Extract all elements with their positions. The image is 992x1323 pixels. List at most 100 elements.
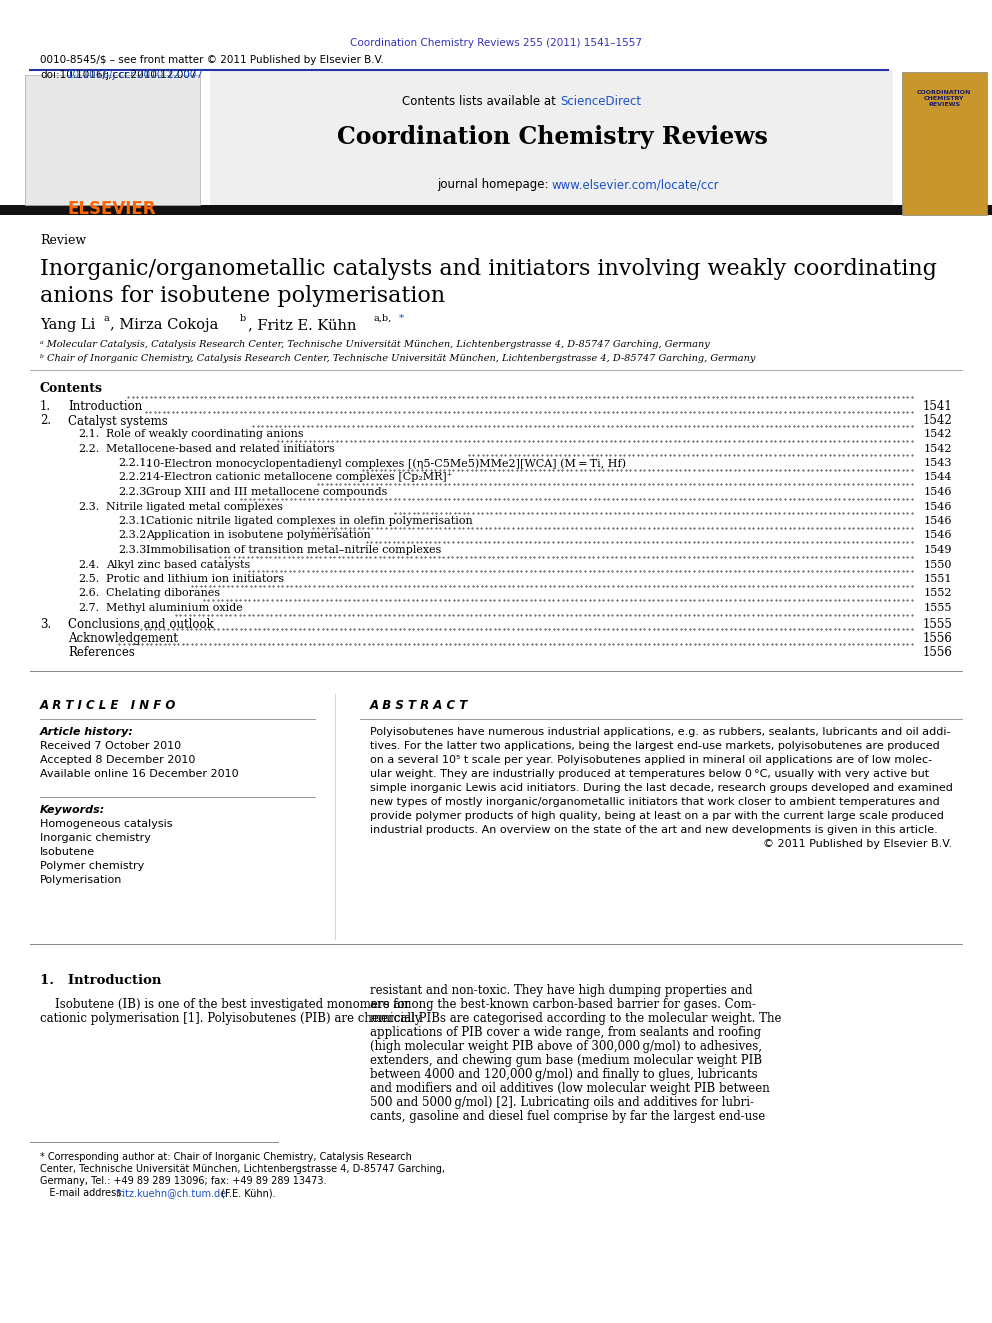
Text: Role of weakly coordinating anions: Role of weakly coordinating anions xyxy=(106,429,304,439)
Text: tives. For the latter two applications, being the largest end-use markets, polyi: tives. For the latter two applications, … xyxy=(370,741,939,751)
Text: 2.5.: 2.5. xyxy=(78,574,99,583)
Text: (high molecular weight PIB above of 300,000 g/mol) to adhesives,: (high molecular weight PIB above of 300,… xyxy=(370,1040,762,1053)
Text: 500 and 5000 g/mol) [2]. Lubricating oils and additives for lubri-: 500 and 5000 g/mol) [2]. Lubricating oil… xyxy=(370,1095,754,1109)
Text: Immobilisation of transition metal–nitrile complexes: Immobilisation of transition metal–nitri… xyxy=(146,545,441,556)
Text: Accepted 8 December 2010: Accepted 8 December 2010 xyxy=(40,755,195,765)
Text: Available online 16 December 2010: Available online 16 December 2010 xyxy=(40,769,239,779)
Text: 2.7.: 2.7. xyxy=(78,603,99,613)
Text: b: b xyxy=(240,314,246,323)
Text: * Corresponding author at: Chair of Inorganic Chemistry, Catalysis Research: * Corresponding author at: Chair of Inor… xyxy=(40,1152,412,1162)
Text: Coordination Chemistry Reviews 255 (2011) 1541–1557: Coordination Chemistry Reviews 255 (2011… xyxy=(350,38,642,48)
Text: Methyl aluminium oxide: Methyl aluminium oxide xyxy=(106,603,243,613)
Text: Nitrile ligated metal complexes: Nitrile ligated metal complexes xyxy=(106,501,283,512)
Text: 1549: 1549 xyxy=(924,545,952,556)
Text: journal homepage:: journal homepage: xyxy=(436,179,552,191)
Text: 2.6.: 2.6. xyxy=(78,589,99,598)
Text: on a several 10⁵ t scale per year. Polyisobutenes applied in mineral oil applica: on a several 10⁵ t scale per year. Polyi… xyxy=(370,755,932,765)
Text: Homogeneous catalysis: Homogeneous catalysis xyxy=(40,819,173,830)
Text: 2.1.: 2.1. xyxy=(78,429,99,439)
Text: mercial PIBs are categorised according to the molecular weight. The: mercial PIBs are categorised according t… xyxy=(370,1012,782,1025)
Text: Alkyl zinc based catalysts: Alkyl zinc based catalysts xyxy=(106,560,250,569)
Bar xyxy=(210,70,893,210)
Text: Isobutene: Isobutene xyxy=(40,847,95,857)
Text: doi:10.1016/j.ccr.2010.12.007: doi:10.1016/j.ccr.2010.12.007 xyxy=(40,70,196,79)
Text: 1556: 1556 xyxy=(923,647,952,659)
Text: 2.3.: 2.3. xyxy=(78,501,99,512)
Text: 2.2.: 2.2. xyxy=(78,443,99,454)
Text: 2.2.2.: 2.2.2. xyxy=(118,472,150,483)
Text: new types of mostly inorganic/organometallic initiators that work closer to ambi: new types of mostly inorganic/organometa… xyxy=(370,796,939,807)
Bar xyxy=(25,75,200,205)
Text: Inorganic chemistry: Inorganic chemistry xyxy=(40,833,151,843)
Text: 1546: 1546 xyxy=(924,531,952,541)
Text: ELSEVIER: ELSEVIER xyxy=(67,200,157,218)
Text: Contents lists available at: Contents lists available at xyxy=(403,95,560,108)
Text: a: a xyxy=(104,314,110,323)
Text: 1551: 1551 xyxy=(924,574,952,583)
Text: Article history:: Article history: xyxy=(40,728,134,737)
Text: Group XIII and III metallocene compounds: Group XIII and III metallocene compounds xyxy=(146,487,387,497)
Text: ᵇ Chair of Inorganic Chemistry, Catalysis Research Center, Technische Universitä: ᵇ Chair of Inorganic Chemistry, Catalysi… xyxy=(40,355,755,363)
Text: Isobutene (IB) is one of the best investigated monomers for: Isobutene (IB) is one of the best invest… xyxy=(40,998,411,1011)
Text: Polymerisation: Polymerisation xyxy=(40,875,122,885)
Text: Received 7 October 2010: Received 7 October 2010 xyxy=(40,741,182,751)
Text: Chelating diboranes: Chelating diboranes xyxy=(106,589,220,598)
Text: Cationic nitrile ligated complexes in olefin polymerisation: Cationic nitrile ligated complexes in ol… xyxy=(146,516,473,527)
Text: References: References xyxy=(68,647,135,659)
Text: applications of PIB cover a wide range, from sealants and roofing: applications of PIB cover a wide range, … xyxy=(370,1027,761,1039)
Text: 1552: 1552 xyxy=(924,589,952,598)
Text: Yang Li: Yang Li xyxy=(40,318,95,332)
Text: Application in isobutene polymerisation: Application in isobutene polymerisation xyxy=(146,531,371,541)
Text: Polyisobutenes have numerous industrial applications, e.g. as rubbers, sealants,: Polyisobutenes have numerous industrial … xyxy=(370,728,950,737)
Text: ᵃ Molecular Catalysis, Catalysis Research Center, Technische Universität München: ᵃ Molecular Catalysis, Catalysis Researc… xyxy=(40,340,709,349)
Text: A R T I C L E   I N F O: A R T I C L E I N F O xyxy=(40,699,177,712)
Text: are among the best-known carbon-based barrier for gases. Com-: are among the best-known carbon-based ba… xyxy=(370,998,756,1011)
Text: 1546: 1546 xyxy=(924,516,952,527)
Text: 3.: 3. xyxy=(40,618,52,631)
Bar xyxy=(0,205,992,216)
Text: 1.: 1. xyxy=(40,400,52,413)
Text: cationic polymerisation [1]. Polyisobutenes (PIB) are chemically: cationic polymerisation [1]. Polyisobute… xyxy=(40,1012,422,1025)
Text: Germany, Tel.: +49 89 289 13096; fax: +49 89 289 13473.: Germany, Tel.: +49 89 289 13096; fax: +4… xyxy=(40,1176,326,1185)
Text: Inorganic/organometallic catalysts and initiators involving weakly coordinating: Inorganic/organometallic catalysts and i… xyxy=(40,258,936,280)
Text: between 4000 and 120,000 g/mol) and finally to glues, lubricants: between 4000 and 120,000 g/mol) and fina… xyxy=(370,1068,758,1081)
Text: 10.1016/j.ccr.2010.12.007: 10.1016/j.ccr.2010.12.007 xyxy=(67,70,204,79)
Text: anions for isobutene polymerisation: anions for isobutene polymerisation xyxy=(40,284,445,307)
Text: 14-Electron cationic metallocene complexes [Cp₂MR]⁺: 14-Electron cationic metallocene complex… xyxy=(146,472,452,483)
Text: Protic and lithium ion initiators: Protic and lithium ion initiators xyxy=(106,574,284,583)
Text: 2.3.1.: 2.3.1. xyxy=(118,516,150,527)
Text: , Mirza Cokoja: , Mirza Cokoja xyxy=(110,318,218,332)
Text: 2.2.3.: 2.2.3. xyxy=(118,487,150,497)
Text: 1550: 1550 xyxy=(924,560,952,569)
Text: 1555: 1555 xyxy=(924,603,952,613)
Text: 1544: 1544 xyxy=(924,472,952,483)
Text: ScienceDirect: ScienceDirect xyxy=(560,95,641,108)
Text: a,b,: a,b, xyxy=(374,314,392,323)
Text: Keywords:: Keywords: xyxy=(40,804,105,815)
Text: Introduction: Introduction xyxy=(68,400,142,413)
Text: 1556: 1556 xyxy=(923,632,952,646)
Text: provide polymer products of high quality, being at least on a par with the curre: provide polymer products of high quality… xyxy=(370,811,943,822)
Text: © 2011 Published by Elsevier B.V.: © 2011 Published by Elsevier B.V. xyxy=(763,839,952,849)
Text: cants, gasoline and diesel fuel comprise by far the largest end-use: cants, gasoline and diesel fuel comprise… xyxy=(370,1110,765,1123)
Text: (F.E. Kühn).: (F.E. Kühn). xyxy=(218,1188,276,1199)
Text: www.elsevier.com/locate/ccr: www.elsevier.com/locate/ccr xyxy=(552,179,719,191)
Text: Conclusions and outlook: Conclusions and outlook xyxy=(68,618,213,631)
Text: E-mail address:: E-mail address: xyxy=(40,1188,128,1199)
Text: 1542: 1542 xyxy=(923,414,952,427)
Text: 2.3.2.: 2.3.2. xyxy=(118,531,150,541)
Text: Metallocene-based and related initiators: Metallocene-based and related initiators xyxy=(106,443,334,454)
Text: , Fritz E. Kühn: , Fritz E. Kühn xyxy=(248,318,356,332)
Text: Review: Review xyxy=(40,234,86,247)
Text: Coordination Chemistry Reviews: Coordination Chemistry Reviews xyxy=(336,124,768,149)
Text: 1543: 1543 xyxy=(924,458,952,468)
Text: 2.2.1.: 2.2.1. xyxy=(118,458,150,468)
Text: 1555: 1555 xyxy=(923,618,952,631)
Text: industrial products. An overview on the state of the art and new developments is: industrial products. An overview on the … xyxy=(370,826,937,835)
Text: *: * xyxy=(399,314,404,323)
Text: A B S T R A C T: A B S T R A C T xyxy=(370,699,468,712)
Text: Polymer chemistry: Polymer chemistry xyxy=(40,861,144,871)
Text: Contents: Contents xyxy=(40,382,103,396)
Text: 2.: 2. xyxy=(40,414,52,427)
Text: 10-Electron monocyclopentadienyl complexes [(η5-C5Me5)MMe2][WCA] (M = Ti, Hf): 10-Electron monocyclopentadienyl complex… xyxy=(146,458,626,468)
